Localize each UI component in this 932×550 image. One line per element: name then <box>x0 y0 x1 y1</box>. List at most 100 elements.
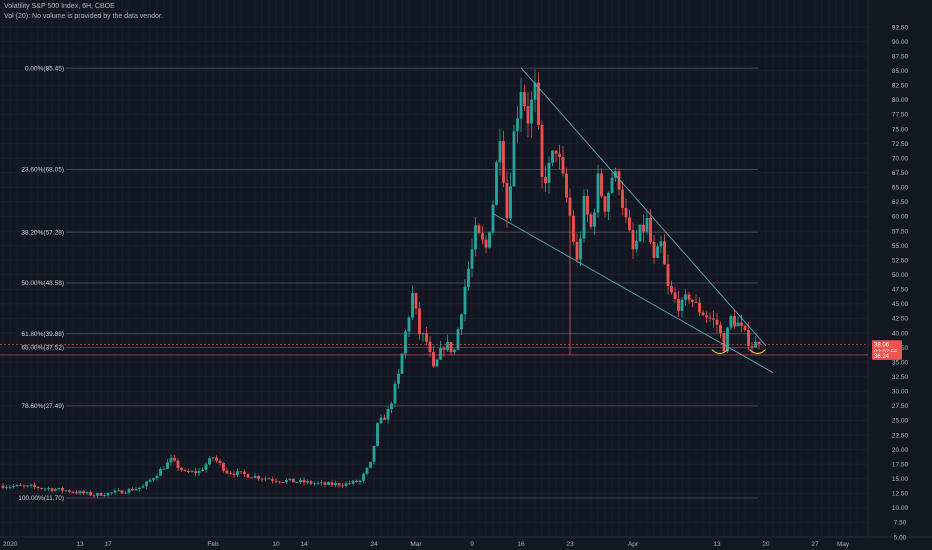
candle-body <box>33 485 36 487</box>
candle-body <box>652 242 656 258</box>
y-tick-label: 25.00 <box>892 418 909 425</box>
candle-body <box>635 241 638 250</box>
candle-body <box>589 214 593 227</box>
candle-body <box>463 286 467 315</box>
candle-body <box>285 480 288 483</box>
candle-body <box>131 488 134 491</box>
y-tick-label: 42.50 <box>892 316 909 323</box>
candle-body <box>600 173 603 197</box>
y-tick-label: 17.50 <box>892 461 909 468</box>
fib-level-label: 0.00%(85.45) <box>25 65 64 72</box>
price-tag-bg <box>872 340 902 349</box>
candle-body <box>302 479 306 483</box>
candle-body <box>71 491 75 493</box>
candle-body <box>103 495 106 497</box>
candle-body <box>187 470 190 472</box>
candle-body <box>166 462 169 469</box>
price-tag-bg <box>872 351 902 360</box>
candle-body <box>36 486 40 489</box>
candle-body <box>561 156 565 174</box>
candle-body <box>236 471 239 476</box>
y-axis: 5.00 7.50 10.00 12.50 15.00 17.50 20.00 22.50 25… <box>872 24 909 541</box>
y-tick-label: 35.00 <box>892 359 909 366</box>
candle-body <box>607 192 610 212</box>
wedge-trendline-1 <box>520 67 767 347</box>
candle-body <box>180 467 183 471</box>
y-tick-label: 70.00 <box>892 155 909 162</box>
candle-body <box>117 490 120 492</box>
candle-body <box>495 162 498 205</box>
candle-body <box>477 225 481 234</box>
candle-body <box>673 292 677 300</box>
candle-body <box>124 492 127 494</box>
candle-body <box>68 490 71 492</box>
candle-body <box>57 487 61 490</box>
x-tick-label: Apr <box>628 541 639 548</box>
x-tick-label: Feb <box>207 541 219 548</box>
candle-body <box>551 150 554 163</box>
candle-body <box>40 488 43 489</box>
candle-body <box>582 195 586 239</box>
candle-body <box>218 460 222 463</box>
y-tick-label: 72.50 <box>892 141 909 148</box>
candle-body <box>484 239 488 248</box>
grid-lines <box>0 0 872 538</box>
candle-body <box>19 484 22 486</box>
candle-body <box>428 341 432 353</box>
candle-body <box>264 478 267 480</box>
candle-body <box>719 324 722 334</box>
candle-body <box>257 475 260 479</box>
candle-body <box>383 417 386 420</box>
x-tick-label: 16 <box>517 541 525 548</box>
candles <box>1 69 761 498</box>
y-tick-label: 7.50 <box>894 520 907 527</box>
candle-body <box>540 124 544 177</box>
fib-level-label: 100.00%(11.70) <box>18 495 64 502</box>
candle-body <box>313 483 316 485</box>
candle-body <box>386 408 390 420</box>
y-tick-label: 60.00 <box>892 214 909 221</box>
candle-body <box>596 173 600 213</box>
candle-body <box>316 483 320 484</box>
candle-body <box>736 322 740 327</box>
candle-body <box>757 341 761 345</box>
candle-body <box>292 478 295 483</box>
candle-body <box>558 153 561 157</box>
candle-body <box>509 186 512 219</box>
candle-body <box>691 299 694 302</box>
y-tick-label: 5.00 <box>894 534 907 541</box>
candle-body <box>341 485 344 487</box>
candle-body <box>488 232 491 248</box>
candle-body <box>659 241 663 247</box>
candle-body <box>159 468 162 476</box>
candle-body <box>78 491 82 494</box>
candle-body <box>467 268 470 287</box>
candle-body <box>729 316 733 328</box>
candle-body <box>96 493 99 496</box>
y-tick-label: 50.00 <box>892 272 909 279</box>
candle-body <box>624 207 628 218</box>
candle-body <box>754 341 757 348</box>
candle-body <box>677 299 680 311</box>
candle-body <box>113 490 117 493</box>
candle-body <box>565 173 568 198</box>
y-tick-label: 12.50 <box>892 491 909 498</box>
candle-body <box>645 217 649 232</box>
candle-body <box>201 469 204 472</box>
y-tick-label: 15.00 <box>892 476 909 483</box>
candle-body <box>141 486 145 488</box>
candle-body <box>327 482 330 485</box>
support-arc-1 <box>711 349 729 355</box>
candle-body <box>145 481 148 487</box>
fib-level-label: 50.00%(48.58) <box>21 280 64 287</box>
candle-body <box>425 333 428 342</box>
candle-body <box>603 196 607 212</box>
candle-body <box>418 308 421 335</box>
candle-body <box>722 333 726 352</box>
candle-body <box>547 162 551 183</box>
candle-body <box>512 131 516 187</box>
candle-body <box>407 317 411 332</box>
candle-body <box>712 318 715 320</box>
